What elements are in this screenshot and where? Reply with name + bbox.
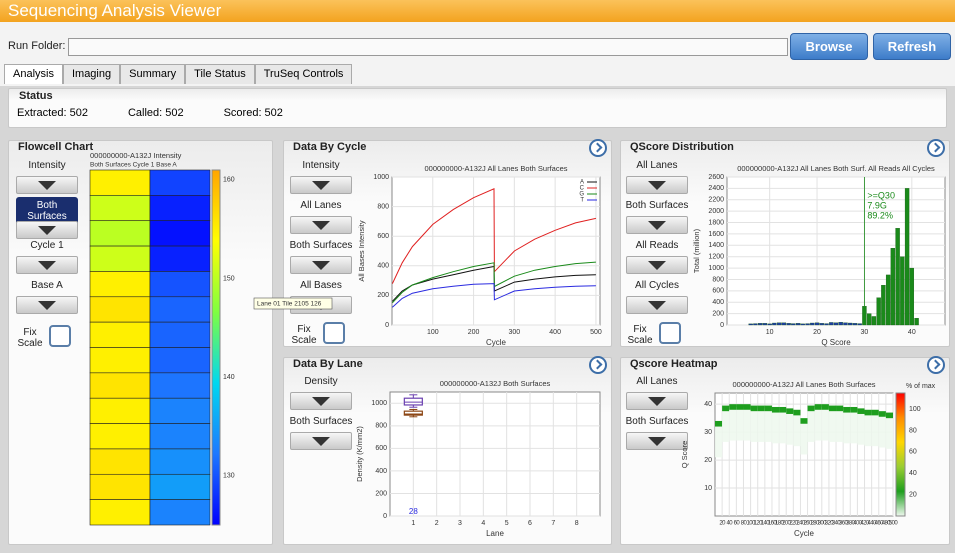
panel-title: Flowcell Chart <box>18 141 94 153</box>
control-label: All Cycles <box>635 280 679 291</box>
control-label: All Lanes <box>636 376 678 387</box>
tab[interactable]: Analysis <box>4 64 63 84</box>
fix-scale-label: Fix Scale <box>627 324 653 346</box>
dropdown-button[interactable] <box>290 296 352 314</box>
control-label: Intensity <box>302 160 340 171</box>
dropdown-button[interactable] <box>290 216 352 234</box>
status-title: Status <box>19 90 53 102</box>
run-folder-input[interactable] <box>68 38 788 56</box>
tab[interactable]: TruSeq Controls <box>254 64 353 84</box>
dropdown-button[interactable] <box>290 432 352 450</box>
refresh-button[interactable]: Refresh <box>873 33 951 60</box>
expand-button[interactable] <box>927 356 945 374</box>
status-panel: Status Extracted: 502 Called: 502 Scored: … <box>8 88 947 128</box>
browse-button[interactable]: Browse <box>790 33 868 60</box>
fix-scale-checkbox[interactable] <box>323 322 345 344</box>
control-label: Cycle 1 <box>30 240 64 251</box>
dropdown-button[interactable] <box>16 256 78 274</box>
control-label: Both Surfaces <box>289 416 353 427</box>
control-label: All Lanes <box>300 200 342 211</box>
dropdown-button[interactable] <box>290 176 352 194</box>
control-label: Both Surfaces <box>625 416 689 427</box>
dropdown-button[interactable] <box>626 256 688 274</box>
status-item: Called: 502 <box>127 107 184 119</box>
fix-scale-label: Fix Scale <box>291 324 317 346</box>
dropdown-button[interactable] <box>16 296 78 314</box>
panel-title: Qscore Heatmap <box>630 358 718 370</box>
fix-scale-checkbox[interactable] <box>49 325 71 347</box>
dropdown-button[interactable] <box>626 296 688 314</box>
panel-title: Data By Cycle <box>293 141 367 153</box>
expand-button[interactable] <box>589 139 607 157</box>
control-label: All Reads <box>635 240 679 251</box>
fix-scale-checkbox[interactable] <box>659 322 681 344</box>
control-label: All Bases <box>300 280 342 291</box>
dropdown-button[interactable] <box>626 392 688 410</box>
control-label: Density <box>304 376 338 387</box>
tab[interactable]: Tile Status <box>185 64 255 84</box>
title-bar: Sequencing Analysis Viewer <box>0 0 955 22</box>
tab[interactable]: Imaging <box>62 64 121 84</box>
dropdown-button[interactable] <box>16 176 78 194</box>
expand-button[interactable] <box>589 356 607 374</box>
expand-button[interactable] <box>927 139 945 157</box>
dropdown-button[interactable] <box>626 432 688 450</box>
control-label: Base A <box>31 280 63 291</box>
status-item: Extracted: 502 <box>17 107 88 119</box>
control-label: Intensity <box>28 160 66 171</box>
control-label: Both Surfaces <box>625 200 689 211</box>
status-item: Scored: 502 <box>223 107 283 119</box>
tab-bar: Analysis Imaging Summary Tile Status TruSeq … <box>4 64 353 84</box>
panel-title: Data By Lane <box>293 358 363 370</box>
tab[interactable]: Summary <box>120 64 186 84</box>
fix-scale-label: Fix Scale <box>17 327 43 349</box>
control-label[interactable]: Both Surfaces <box>16 197 78 225</box>
control-label: All Lanes <box>636 160 678 171</box>
dropdown-button[interactable] <box>290 392 352 410</box>
dropdown-button[interactable] <box>626 176 688 194</box>
status-items: Extracted: 502 Called: 502 Scored: 502 <box>17 107 283 119</box>
panel-title: QScore Distribution <box>630 141 734 153</box>
dropdown-button[interactable] <box>626 216 688 234</box>
control-label: Both Surfaces <box>289 240 353 251</box>
dropdown-button[interactable] <box>290 256 352 274</box>
run-folder-label: Run Folder: <box>8 40 66 52</box>
dropdown-button[interactable] <box>16 221 78 239</box>
